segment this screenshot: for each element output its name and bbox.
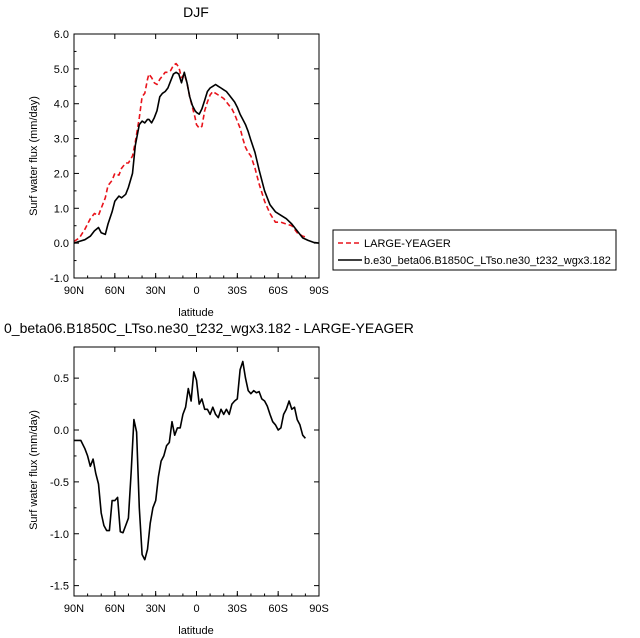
top-xtick-label: 60S [268, 285, 288, 297]
bottom-chart-xlabel: latitude [178, 625, 213, 637]
legend-label-large-yeager: LARGE-YEAGER [364, 238, 451, 250]
bottom-xtick-label: 0 [193, 603, 199, 615]
bottom-chart-ylabel: Surf water flux (mm/day) [28, 410, 40, 530]
top-chart-panel: DJF Surf water flux (mm/day) latitude 90… [28, 4, 329, 319]
top-ytick-label: 6.0 [54, 29, 69, 41]
top-xtick-label: 0 [193, 285, 199, 297]
top-ticks: 90N 60N 30N 0 30S 60S 90S -1.0 0.0 1.0 2.0 3.0 4.0 5.… [50, 29, 329, 297]
top-chart-xlabel: latitude [178, 307, 213, 319]
legend-label-model: b.e30_beta06.B1850C_LTso.ne30_t232_wgx3.… [364, 255, 611, 267]
legend: LARGE-YEAGER b.e30_beta06.B1850C_LTso.ne… [332, 229, 617, 271]
bottom-xtick-label: 60S [268, 603, 288, 615]
bottom-xtick-label: 30S [228, 603, 248, 615]
top-xtick-label: 90N [64, 285, 84, 297]
bottom-chart-panel: 0_beta06.B1850C_LTso.ne30_t232_wgx3.182 … [4, 320, 414, 637]
bottom-ytick-label: 0.0 [54, 425, 69, 437]
bottom-xtick-label: 90N [64, 603, 84, 615]
bottom-ytick-label: -1.5 [50, 581, 69, 593]
bottom-series-lines [74, 360, 307, 561]
bottom-xtick-label: 90S [309, 603, 329, 615]
top-xtick-label: 30S [228, 285, 248, 297]
bottom-ytick-label: -0.5 [50, 477, 69, 489]
legend-box [332, 229, 617, 271]
top-ytick-label: 0.0 [54, 238, 69, 250]
top-xtick-label: 30N [146, 285, 166, 297]
bottom-ticks: 90N 60N 30N 0 30S 60S 90S -1.5 -1.0 -0.5 0.0 0.5 [50, 347, 329, 615]
top-chart-title: DJF [183, 4, 209, 20]
top-ytick-label: 3.0 [54, 134, 69, 146]
top-ytick-label: 4.0 [54, 99, 69, 111]
bottom-xtick-label: 30N [146, 603, 166, 615]
top-series-line-1 [73, 71, 320, 244]
top-ytick-label: 1.0 [54, 203, 69, 215]
top-xtick-label: 90S [309, 285, 329, 297]
bottom-xtick-label: 60N [105, 603, 125, 615]
bottom-chart-title: 0_beta06.B1850C_LTso.ne30_t232_wgx3.182 … [4, 320, 414, 336]
bottom-ytick-label: 0.5 [54, 373, 69, 385]
top-plot-frame [73, 33, 320, 279]
top-series-lines [73, 62, 320, 244]
top-series-line-0 [73, 62, 306, 243]
top-ytick-label: 5.0 [54, 64, 69, 76]
top-chart-ylabel: Surf water flux (mm/day) [28, 96, 40, 216]
top-ytick-label: 2.0 [54, 168, 69, 180]
bottom-series-line-0 [74, 360, 307, 561]
top-xtick-label: 60N [105, 285, 125, 297]
bottom-plot-frame [73, 346, 320, 597]
bottom-ytick-label: -1.0 [50, 529, 69, 541]
top-ytick-label: -1.0 [50, 273, 69, 285]
